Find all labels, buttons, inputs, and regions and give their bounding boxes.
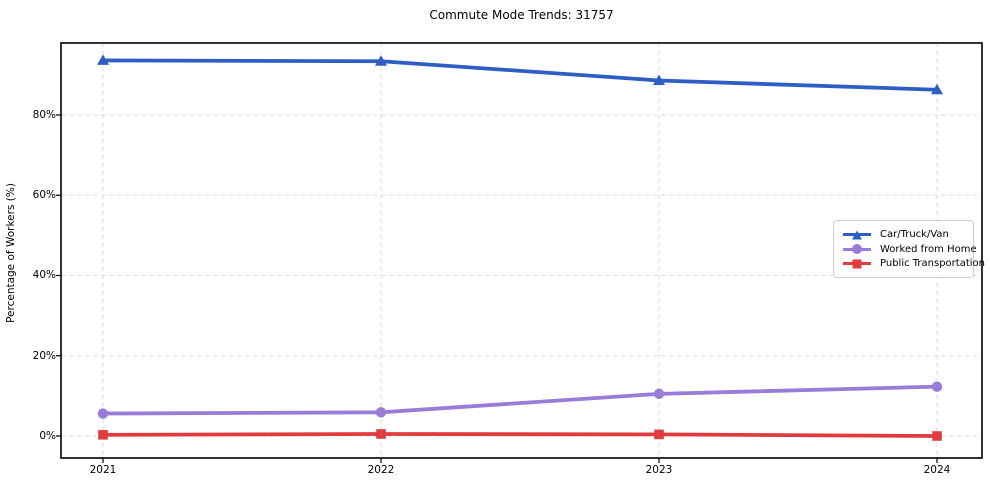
y-tick-label-0: 0% xyxy=(39,430,56,442)
legend-item-public-transportation: Public Transportation xyxy=(843,257,985,270)
x-tick-label-2023: 2023 xyxy=(645,464,673,476)
y-tick-label-80: 80% xyxy=(32,109,56,121)
y-tick-label-20: 20% xyxy=(32,350,56,362)
legend-label: Worked from Home xyxy=(880,243,977,255)
y-tick-label-40: 40% xyxy=(32,269,56,281)
x-tick-label-2021: 2021 xyxy=(89,464,117,476)
x-tick-label-2022: 2022 xyxy=(367,464,395,476)
legend-item-worked-from-home: Worked from Home xyxy=(843,243,977,256)
triangle-marker-icon xyxy=(852,230,862,239)
legend-sample xyxy=(843,243,871,255)
legend: Car/Truck/Van Worked from Home Public Tr… xyxy=(833,220,985,278)
square-marker-icon xyxy=(852,259,862,268)
legend-item-car-truck-van: Car/Truck/Van xyxy=(843,228,964,241)
legend-label: Car/Truck/Van xyxy=(880,229,949,240)
y-tick-label-60: 60% xyxy=(32,189,56,201)
chart-title: Commute Mode Trends: 31757 xyxy=(429,8,614,22)
legend-label: Public Transportation xyxy=(880,258,985,269)
circle-marker-icon xyxy=(852,244,862,254)
x-tick-label-2024: 2024 xyxy=(923,464,951,476)
legend-sample xyxy=(843,258,871,270)
legend-sample xyxy=(843,229,871,241)
